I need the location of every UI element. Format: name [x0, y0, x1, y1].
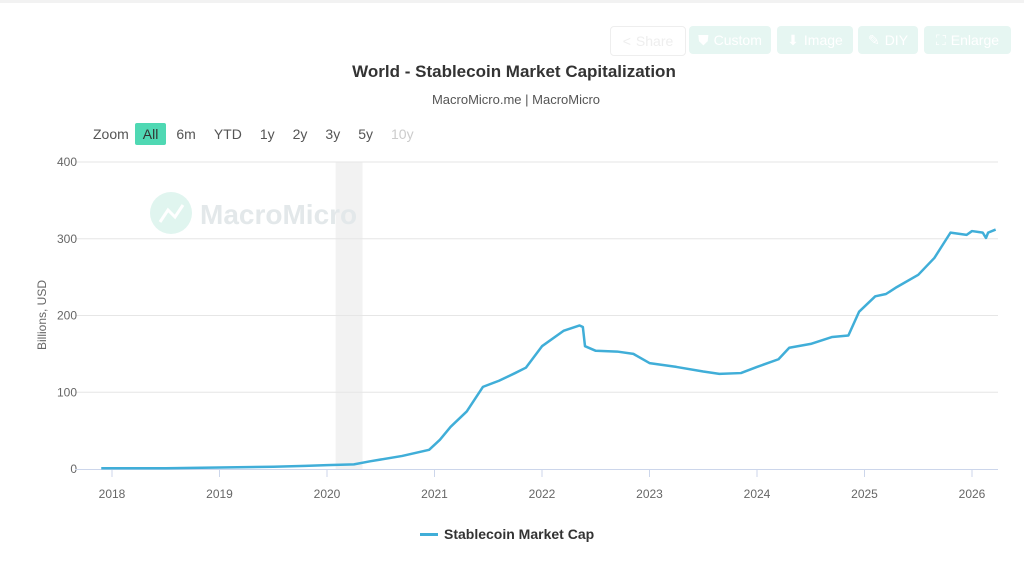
y-axis-label: Billions, USD: [35, 280, 49, 350]
x-tick-label: 2021: [421, 487, 448, 501]
diy-button[interactable]: ✎ DIY: [858, 26, 918, 54]
x-tick-label: 2019: [206, 487, 233, 501]
series-line: [101, 228, 997, 470]
legend-line-icon: [420, 532, 438, 536]
x-tick-label: 2026: [959, 487, 986, 501]
watermark-text: MacroMicro: [200, 199, 357, 230]
zoom-6m[interactable]: 6m: [176, 126, 196, 142]
image-button[interactable]: ⬇ Image: [777, 26, 853, 54]
zoom-all[interactable]: All: [134, 123, 167, 145]
x-tick-label: 2023: [636, 487, 663, 501]
x-tick-label: 2025: [851, 487, 878, 501]
y-tick-label: 400: [57, 155, 77, 169]
download-icon: ⬇: [787, 31, 799, 48]
legend-item[interactable]: Stablecoin Market Cap: [420, 526, 594, 542]
share-button[interactable]: < Share: [610, 26, 686, 56]
x-tick-label: 2022: [529, 487, 556, 501]
custom-button[interactable]: ⛊ Custom: [689, 26, 771, 54]
y-tick-label: 100: [57, 385, 77, 399]
zoom-2y[interactable]: 2y: [292, 126, 308, 142]
zoom-10y[interactable]: 10y: [391, 126, 414, 142]
top-divider: [0, 0, 1024, 3]
y-tick-label: 0: [70, 462, 77, 476]
zoom-ytd[interactable]: YTD: [213, 126, 242, 142]
chart-subtitle: MacroMicro.me | MacroMicro: [431, 92, 601, 107]
x-tick-label: 2024: [744, 487, 771, 501]
zoom-5y[interactable]: 5y: [358, 126, 373, 142]
zoom-selector: Zoom All 6m YTD 1y 2y 3y 5y 10y: [93, 123, 424, 145]
expand-icon: ⛶: [935, 31, 946, 48]
x-tick-label: 2018: [99, 487, 126, 501]
zoom-label: Zoom: [93, 126, 129, 142]
zoom-1y[interactable]: 1y: [259, 126, 275, 142]
y-tick-label: 200: [57, 309, 77, 323]
pencil-icon: ✎: [867, 31, 880, 48]
x-tick-label: 2020: [314, 487, 341, 501]
zoom-3y[interactable]: 3y: [325, 126, 341, 142]
y-tick-label: 300: [57, 232, 77, 246]
shield-icon: ⛊: [698, 31, 709, 48]
chart-title: World - Stablecoin Market Capitalization: [352, 62, 676, 81]
enlarge-button[interactable]: ⛶ Enlarge: [924, 26, 1011, 54]
share-icon: <: [622, 33, 631, 49]
watermark-logo-icon: [158, 204, 185, 223]
